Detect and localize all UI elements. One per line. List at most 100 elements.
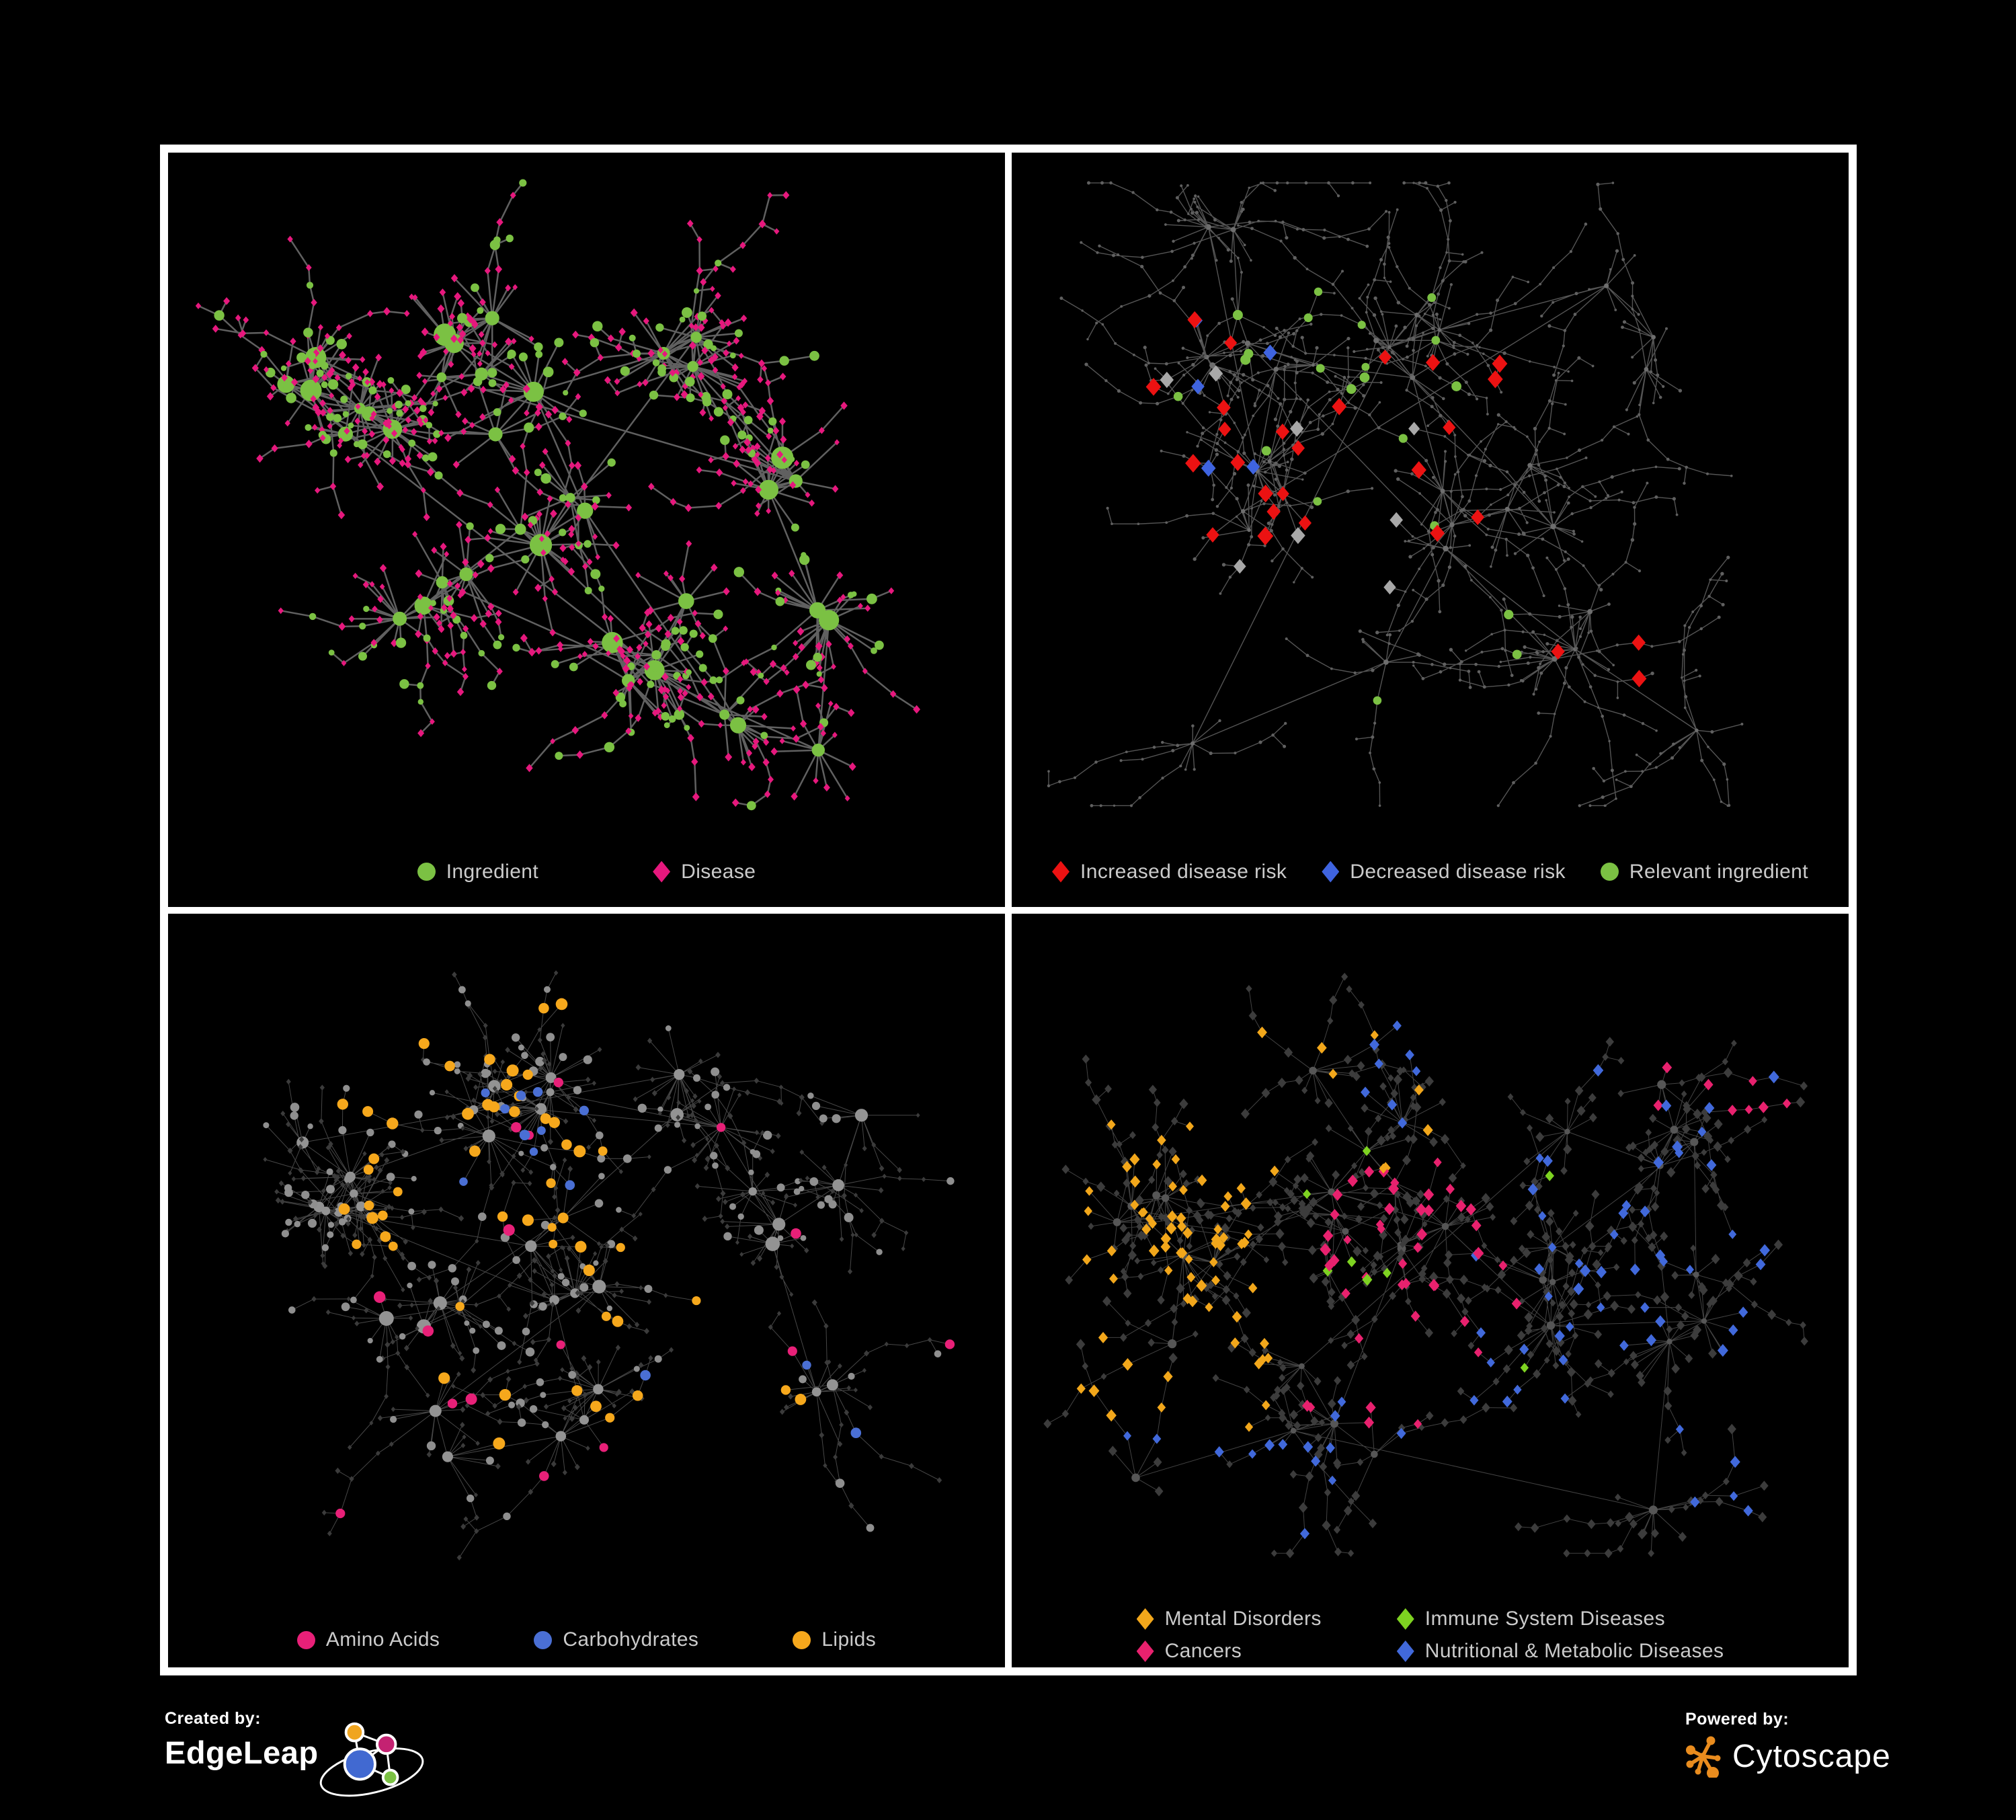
other-disease-node	[1594, 1329, 1603, 1339]
other-disease-node	[1392, 1205, 1400, 1214]
disease-node	[426, 438, 432, 445]
other-node	[485, 1410, 491, 1417]
node-node	[1273, 493, 1277, 497]
cancers-node	[1390, 1177, 1400, 1188]
node-node	[1547, 426, 1551, 430]
other-disease-node	[1572, 1331, 1579, 1339]
other-disease-node	[1690, 1244, 1697, 1252]
disease-node	[792, 653, 799, 661]
node-node	[1346, 237, 1350, 241]
hub-node	[1410, 374, 1416, 381]
other-node	[676, 1114, 681, 1120]
disease-node	[462, 625, 469, 633]
node-node	[1424, 597, 1428, 601]
node-node	[1453, 535, 1457, 538]
hub-node	[1371, 1450, 1378, 1458]
node-node	[1484, 447, 1487, 450]
node-node	[1513, 552, 1517, 555]
other-node	[428, 1297, 433, 1304]
other-disease-node	[1410, 1101, 1417, 1110]
other-disease-node	[1250, 1203, 1256, 1212]
other-node	[561, 1023, 565, 1028]
other-disease-node	[1289, 1409, 1299, 1420]
nutritional-metabolic-diseases-node	[1328, 1475, 1337, 1485]
ingredient-node	[697, 311, 707, 321]
nutritional-metabolic-diseases-node	[1538, 1210, 1547, 1221]
disease-node	[732, 442, 738, 450]
other-disease-node	[1225, 1247, 1232, 1255]
nutritional-metabolic-diseases-node	[1554, 1329, 1565, 1342]
other-node	[460, 1406, 466, 1413]
node-node	[1404, 540, 1407, 543]
ingredient-node	[620, 366, 630, 376]
mental-disorders-node	[1122, 1357, 1133, 1371]
disease-node	[310, 395, 317, 403]
other-disease-node	[1341, 1212, 1348, 1220]
node-node	[1347, 401, 1350, 404]
node-node	[1489, 596, 1492, 599]
node-node	[1534, 761, 1537, 765]
other-node	[720, 1218, 725, 1224]
other-disease-node	[1255, 1234, 1263, 1244]
node-node	[1518, 506, 1521, 510]
disease-node	[740, 487, 746, 494]
other-disease-node	[1361, 1103, 1369, 1113]
node-node	[1291, 344, 1295, 348]
other-disease-node	[1524, 1311, 1533, 1322]
other-node	[651, 1186, 656, 1192]
other-node	[506, 1376, 512, 1382]
node-node	[1547, 399, 1551, 403]
other-compound-node	[817, 1201, 825, 1209]
other-node	[597, 1046, 602, 1052]
ingredient-node	[506, 234, 514, 243]
other-disease-node	[1800, 1081, 1808, 1091]
nutritional-metabolic-diseases-node	[1405, 1049, 1414, 1060]
other-node	[567, 1245, 572, 1251]
other-disease-node	[1441, 1417, 1449, 1427]
other-disease-node	[1268, 1176, 1278, 1187]
other-node	[471, 1366, 477, 1374]
ingredient-node	[708, 634, 717, 643]
other-disease-node	[1642, 1148, 1649, 1156]
disease-node	[360, 356, 366, 363]
ingredient-node	[357, 439, 368, 450]
node-node	[1285, 501, 1289, 504]
node-node	[1476, 397, 1479, 401]
node-node	[1500, 647, 1504, 651]
other-disease-node	[1389, 1291, 1397, 1300]
other-disease-node	[1379, 1214, 1388, 1223]
node-node	[1277, 504, 1281, 508]
node-node	[1193, 768, 1196, 771]
increased-disease-risk-node	[1275, 423, 1290, 440]
ingredient-node	[340, 395, 348, 403]
other-disease-node	[1533, 1368, 1541, 1379]
node-node	[1258, 338, 1262, 342]
other-node	[559, 1267, 563, 1272]
disease-node	[768, 776, 774, 783]
other-node	[522, 1383, 527, 1389]
other-disease-node	[1136, 1222, 1143, 1230]
other-node	[718, 1213, 723, 1219]
nutritional-metabolic-diseases-node	[1396, 1427, 1406, 1439]
other-node	[776, 1098, 782, 1105]
other-disease-node	[1156, 1150, 1163, 1158]
other-node	[451, 1383, 456, 1388]
other-node	[839, 1421, 844, 1427]
node-node	[1438, 610, 1442, 614]
mental-disorders-node	[1139, 1207, 1148, 1217]
mental-disorders-node	[1258, 1353, 1267, 1365]
amino-acids-node	[511, 1121, 522, 1132]
other-node	[615, 1344, 621, 1351]
other-disease-node	[1266, 1197, 1274, 1206]
decreased-disease-risk-node	[1263, 344, 1277, 361]
disease-node	[840, 594, 846, 600]
other-disease-node	[1180, 1300, 1186, 1308]
hub-node	[1191, 741, 1195, 746]
node-node	[1592, 766, 1595, 770]
other-disease-node	[1262, 1345, 1269, 1354]
node-node	[1616, 697, 1619, 699]
other-compound-node	[665, 1025, 672, 1031]
disease-node	[239, 329, 247, 338]
other-node	[278, 1180, 284, 1186]
node-node	[1556, 639, 1559, 643]
